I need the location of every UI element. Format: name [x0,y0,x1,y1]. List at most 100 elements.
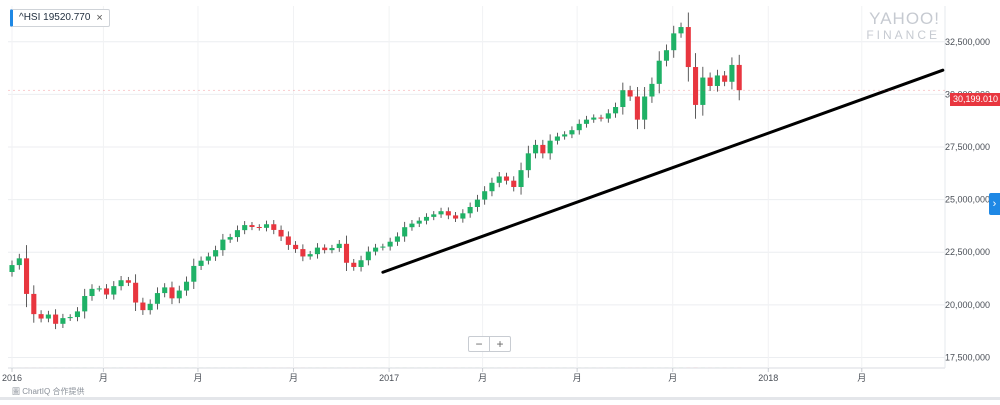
candle-body [315,248,320,255]
candle-body [206,256,211,260]
candle-body [671,33,676,50]
candle-body [24,258,29,294]
candle-body [366,252,371,261]
candle [671,26,676,58]
candle-body [402,227,407,236]
candle-body [169,287,174,298]
candle-body [53,315,58,324]
candle [68,314,73,321]
candle-body [60,318,65,324]
candle-body [620,90,625,107]
candle-body [737,65,742,90]
candle-body [635,97,640,120]
candle [380,244,385,251]
candle [351,259,356,271]
candle [497,172,502,187]
candle-body [199,261,204,266]
candle-body [446,211,451,215]
expand-panel-handle[interactable]: › [989,193,1000,215]
y-tick-label: 25,000,000 [945,195,990,205]
candle [97,286,102,292]
candle-body [598,118,603,119]
candle [279,225,284,240]
candle [242,221,247,234]
candle [439,208,444,218]
candle-body [526,153,531,170]
candle [555,133,560,145]
candle [511,176,516,191]
candle-body [344,244,349,263]
candle [657,51,662,93]
close-icon[interactable]: × [96,10,102,26]
candle-body [191,266,196,282]
x-tick-label: 月 [99,373,108,383]
candle [271,220,276,234]
candle-body [279,230,284,237]
candle-body [155,293,160,304]
candle-body [548,141,553,154]
candle [82,289,87,319]
candle-body [17,258,22,265]
candle [424,213,429,224]
candle [191,259,196,289]
candle-body [9,265,14,272]
candle [504,173,509,185]
candle [155,287,160,309]
ticker-label: ^HSI 19520.770 [19,10,90,26]
candle-body [75,311,80,317]
candle [584,116,589,128]
candle-body [322,248,327,251]
candle-body [111,286,116,294]
candle-body [380,247,385,248]
candle-body [584,120,589,124]
candle-body [184,282,189,291]
candle-body [68,317,73,318]
candle-body [468,207,473,213]
candle [489,178,494,197]
candle-body [264,224,269,228]
candle-body [220,240,225,251]
candle-body [126,280,131,283]
candle [126,277,131,286]
zoom-in-button[interactable]: + [489,337,510,351]
candle-body [533,145,538,153]
zoom-out-button[interactable]: − [469,337,489,351]
candle [39,310,44,322]
candle [642,87,647,129]
candle [46,311,51,322]
y-tick-label: 27,500,000 [945,142,990,152]
candle-body [162,287,167,293]
candle-body [482,191,487,199]
x-tick-label: 2018 [758,373,778,383]
candle-body [300,249,305,256]
candle [664,45,669,67]
candle-body [31,294,36,314]
candle [111,281,116,300]
candle [60,314,65,328]
candle-body [228,237,233,240]
candle-body [686,27,691,67]
candle-body [46,315,51,319]
candle-body [409,224,414,228]
candle-body [591,118,596,120]
candle-body [82,296,87,311]
candle [693,53,698,119]
candle [635,87,640,129]
candle-body [89,289,94,296]
candle-body [286,236,291,244]
candle [315,243,320,258]
candle [453,212,458,222]
candle-body [540,145,545,153]
candle-body [235,230,240,237]
candle-body [351,263,356,267]
candle [540,140,545,159]
candle-body [424,217,429,221]
candle-body [518,170,523,187]
candle-body [395,236,400,241]
candle [620,83,625,115]
candle-body [562,134,567,136]
candle-body [104,288,109,294]
candle-body [729,65,734,82]
candle [249,222,254,230]
ticker-chip[interactable]: ^HSI 19520.770 × [10,9,110,27]
